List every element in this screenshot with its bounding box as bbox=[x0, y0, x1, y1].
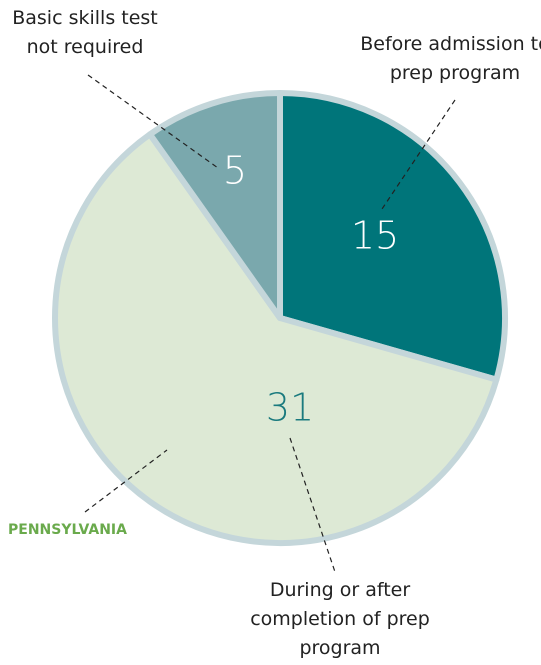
slice bbox=[52, 131, 500, 546]
leader-line bbox=[84, 449, 168, 513]
value-label: 31 bbox=[266, 386, 314, 430]
annotation: PENNSYLVANIA bbox=[8, 522, 127, 538]
category-label: During or after completion of prep progr… bbox=[250, 579, 430, 659]
category-label: Before admission to prep program bbox=[360, 33, 541, 84]
category-label: Basic skills test not required bbox=[12, 7, 158, 58]
leader-line bbox=[289, 437, 336, 573]
slice bbox=[277, 90, 508, 383]
value-label: 15 bbox=[351, 214, 399, 258]
slice bbox=[147, 90, 283, 321]
leader-line bbox=[379, 99, 456, 213]
value-label: 5 bbox=[223, 149, 247, 193]
